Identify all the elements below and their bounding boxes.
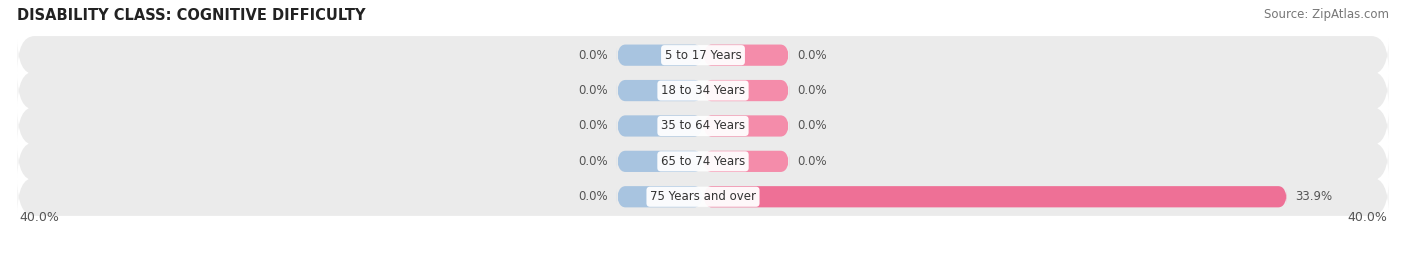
Text: 33.9%: 33.9% — [1295, 190, 1333, 203]
Text: 0.0%: 0.0% — [579, 84, 609, 97]
FancyBboxPatch shape — [617, 151, 703, 172]
Text: DISABILITY CLASS: COGNITIVE DIFFICULTY: DISABILITY CLASS: COGNITIVE DIFFICULTY — [17, 8, 366, 23]
Text: 0.0%: 0.0% — [797, 120, 827, 132]
Text: 0.0%: 0.0% — [797, 84, 827, 97]
FancyBboxPatch shape — [617, 80, 703, 101]
FancyBboxPatch shape — [703, 44, 789, 66]
Text: 18 to 34 Years: 18 to 34 Years — [661, 84, 745, 97]
Text: 0.0%: 0.0% — [579, 155, 609, 168]
FancyBboxPatch shape — [703, 151, 789, 172]
Text: 0.0%: 0.0% — [797, 155, 827, 168]
Text: 0.0%: 0.0% — [797, 49, 827, 62]
FancyBboxPatch shape — [617, 44, 703, 66]
Text: 75 Years and over: 75 Years and over — [650, 190, 756, 203]
FancyBboxPatch shape — [617, 115, 703, 137]
Text: 65 to 74 Years: 65 to 74 Years — [661, 155, 745, 168]
FancyBboxPatch shape — [17, 178, 1389, 216]
FancyBboxPatch shape — [17, 72, 1389, 110]
FancyBboxPatch shape — [17, 107, 1389, 145]
Text: Source: ZipAtlas.com: Source: ZipAtlas.com — [1264, 8, 1389, 21]
FancyBboxPatch shape — [617, 186, 703, 207]
FancyBboxPatch shape — [17, 142, 1389, 180]
FancyBboxPatch shape — [703, 186, 1286, 207]
Text: 40.0%: 40.0% — [1347, 211, 1386, 224]
Text: 0.0%: 0.0% — [579, 49, 609, 62]
Text: 0.0%: 0.0% — [579, 120, 609, 132]
Text: 35 to 64 Years: 35 to 64 Years — [661, 120, 745, 132]
FancyBboxPatch shape — [703, 80, 789, 101]
Text: 40.0%: 40.0% — [20, 211, 59, 224]
FancyBboxPatch shape — [17, 36, 1389, 74]
Text: 0.0%: 0.0% — [579, 190, 609, 203]
Text: 5 to 17 Years: 5 to 17 Years — [665, 49, 741, 62]
FancyBboxPatch shape — [703, 115, 789, 137]
